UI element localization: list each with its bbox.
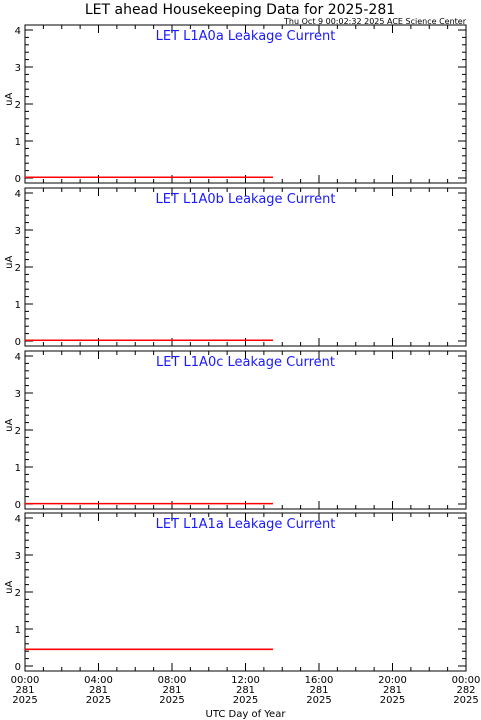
y-tick-label: 1 [15,463,21,474]
x-tick-label: 281 [383,685,402,696]
x-tick-label: 00:00 [452,675,481,686]
plot-frame [24,187,467,347]
generation-timestamp: Thu Oct 9 00:02:32 2025 ACE Science Cent… [283,17,467,26]
y-axis-label: uA [4,581,15,594]
y-axis-label: uA [4,93,15,106]
x-tick-label: 16:00 [305,675,334,686]
x-tick-label: 281 [162,685,181,696]
panel-title: LET L1A0c Leakage Current [156,355,335,370]
x-tick-label: 281 [15,685,34,696]
figure-title: LET ahead Housekeeping Data for 2025-281 [85,2,395,18]
x-tick-label: 281 [236,685,255,696]
plot-frame [24,24,467,184]
panel-title: LET L1A0a Leakage Current [156,29,336,44]
y-tick-label: 4 [15,514,21,525]
y-axis-label: uA [4,419,15,432]
y-tick-label: 0 [15,500,21,511]
x-tick-label: 08:00 [158,675,187,686]
plot-frame [24,350,467,510]
y-tick-label: 3 [15,389,21,400]
x-tick-label: 20:00 [378,675,407,686]
x-tick-label: 2025 [306,695,331,706]
y-tick-label: 4 [15,189,21,200]
x-tick-label: 2025 [159,695,184,706]
y-tick-label: 2 [15,100,21,111]
panel-3: 0 1 2 3 4 uA LET L1A0c Leakage Current [4,350,467,511]
panel-1: 0 1 2 3 4 uA LET L1A0a Leakage Current [4,24,467,185]
y-tick-label: 2 [15,588,21,599]
y-tick-label: 2 [15,426,21,437]
y-tick-label: 1 [15,300,21,311]
x-tick-label: 2025 [453,695,478,706]
x-tick-label: 2025 [86,695,111,706]
y-axis-label: uA [4,256,15,269]
panel-title: LET L1A0b Leakage Current [155,192,335,207]
y-tick-label: 3 [15,63,21,74]
y-tick-label: 2 [15,263,21,274]
x-tick-label: 12:00 [231,675,260,686]
plot-frame [24,512,467,672]
panel-stack: 0 1 2 3 4 uA LET L1A0a Leakage Current 0 1 2 3 4 uA L… [4,24,481,720]
x-tick-label: 2025 [12,695,37,706]
y-tick-label: 3 [15,226,21,237]
y-tick-label: 4 [15,26,21,37]
x-tick-label: 282 [456,685,475,696]
x-axis-label: UTC Day of Year [206,709,287,720]
y-tick-label: 0 [15,662,21,673]
y-tick-label: 3 [15,551,21,562]
y-tick-label: 0 [15,337,21,348]
y-tick-label: 4 [15,352,21,363]
y-tick-label: 0 [15,174,21,185]
x-tick-label: 00:00 [11,675,40,686]
x-tick-label: 2025 [380,695,405,706]
x-tick-label: 281 [309,685,328,696]
y-tick-label: 1 [15,137,21,148]
x-tick-label: 2025 [233,695,258,706]
panel-title: LET L1A1a Leakage Current [156,517,336,532]
panel-2: 0 1 2 3 4 uA LET L1A0b Leakage Current [4,187,467,348]
x-tick-label: 04:00 [84,675,113,686]
x-tick-label: 281 [89,685,108,696]
y-tick-label: 1 [15,625,21,636]
